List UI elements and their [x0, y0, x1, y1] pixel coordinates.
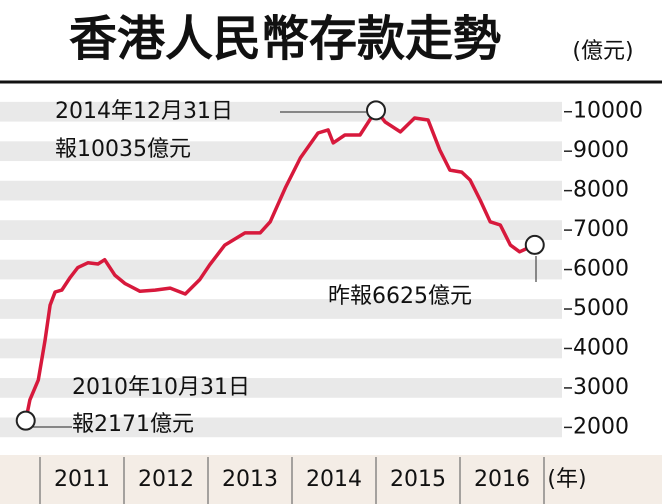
y-tick-label: 7000	[573, 217, 629, 242]
annotation: 2010年10月31日	[72, 375, 250, 400]
highlight-point	[366, 100, 386, 121]
y-tick-label: 2000	[573, 414, 629, 439]
grid-band	[0, 299, 562, 319]
grid-band	[0, 417, 562, 438]
y-unit: (億元)	[572, 39, 633, 64]
y-tick-label: 9000	[573, 138, 629, 163]
grid-band	[0, 220, 562, 240]
x-tick-label: 2013	[222, 467, 278, 492]
annotation: 2014年12月31日	[55, 99, 233, 124]
x-tick-label: 2012	[138, 467, 194, 492]
y-tick-label: 3000	[573, 375, 629, 400]
x-tick-label: 2011	[54, 467, 110, 492]
grid-band	[0, 378, 562, 398]
annotation: 報10035億元	[55, 137, 191, 162]
annotation: 昨報6625億元	[328, 284, 472, 309]
y-tick-label: 4000	[573, 335, 629, 360]
annotation: 報2171億元	[72, 412, 194, 437]
grid-band	[0, 180, 562, 201]
y-tick-label: 10000	[573, 99, 643, 124]
x-tick-label: 2014	[306, 467, 362, 492]
grid-band	[0, 259, 562, 280]
highlight-point	[15, 410, 36, 431]
y-tick-label: 5000	[573, 296, 629, 321]
x-unit: (年)	[547, 467, 586, 492]
x-tick-label: 2016	[474, 467, 530, 492]
grid-band	[0, 141, 562, 162]
y-tick-label: 8000	[573, 178, 629, 203]
chart-title: 香港人民幣存款走勢	[69, 13, 501, 66]
line	[23, 108, 536, 421]
highlight-point	[524, 234, 545, 255]
x-axis-band	[0, 455, 662, 504]
x-tick-label: 2015	[390, 467, 446, 492]
grid-band	[0, 338, 562, 359]
y-tick-label: 6000	[573, 257, 629, 282]
